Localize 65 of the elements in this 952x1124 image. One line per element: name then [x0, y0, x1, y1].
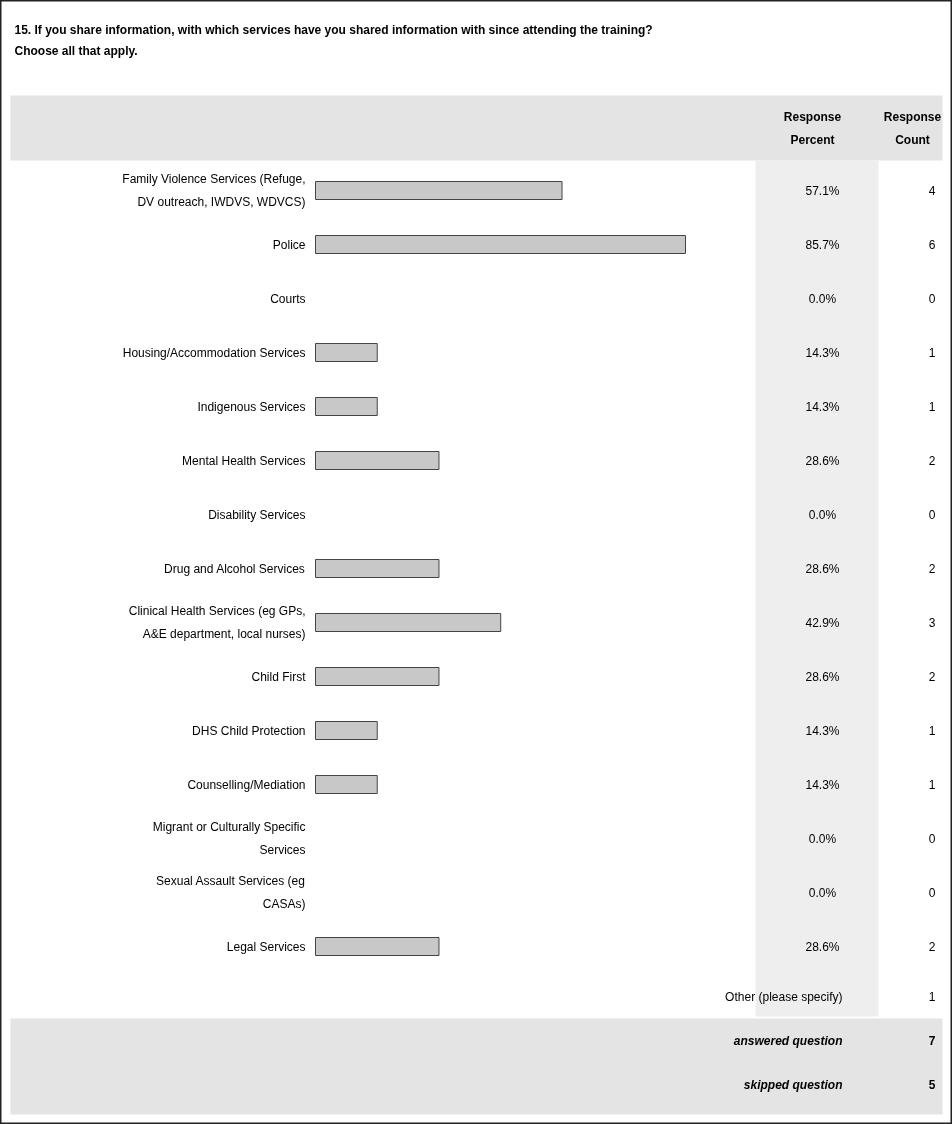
text: 0: [928, 886, 936, 900]
y-tick-label: Disability Services: [208, 507, 306, 522]
data-label: 0.0%: [808, 831, 837, 846]
y-tick-label: Mental Health Services: [182, 453, 306, 468]
data-label: 0.0%: [808, 291, 837, 306]
text: 0: [928, 832, 936, 846]
y-tick-label: Child First: [251, 669, 307, 684]
chart-title: 15. If you share information, with which services have you shared information with since attending the training? Choose all that apply.: [14, 22, 653, 58]
data-label: 28.6%: [805, 561, 840, 576]
data-label: 42.9%: [805, 615, 840, 630]
y-tick-label: Police: [272, 237, 306, 252]
data-label: 14.3%: [805, 345, 840, 360]
text: Response Percent: [783, 110, 842, 147]
text: 2: [928, 454, 936, 468]
text: 5: [928, 1078, 936, 1092]
text: 1: [928, 724, 936, 738]
text: 1: [928, 990, 936, 1004]
y-tick-label: Drug and Alcohol Services: [164, 561, 305, 576]
text: 4: [928, 184, 936, 198]
y-tick-label: Migrant or Culturally Specific Services: [152, 820, 306, 857]
bar: [315, 937, 440, 956]
data-label: 85.7%: [805, 237, 840, 252]
y-tick-label: Family Violence Services (Refuge, DV outreach, IWDVS, WDVCS): [122, 172, 306, 209]
bar: [315, 397, 378, 416]
bar: [315, 343, 378, 362]
y-tick-label: Legal Services: [226, 939, 306, 954]
bar: [315, 667, 440, 686]
data-label: 28.6%: [805, 669, 840, 684]
text: 2: [928, 940, 936, 954]
text: answered question: [733, 1033, 843, 1048]
data-label: 14.3%: [805, 723, 840, 738]
text: Other (please specify): [725, 989, 843, 1004]
y-tick-label: Indigenous Services: [197, 399, 306, 414]
text: 1: [928, 400, 936, 414]
bar: [315, 451, 440, 470]
y-tick-label: Clinical Health Services (eg GPs, A&E department, local nurses): [128, 604, 306, 641]
data-label: 28.6%: [805, 453, 840, 468]
text: 3: [928, 616, 936, 630]
text: 1: [928, 346, 936, 360]
y-tick-label: Counselling/Mediation: [187, 777, 306, 792]
y-tick-label: Housing/Accommodation Services: [122, 345, 306, 360]
text: Response Count: [883, 110, 942, 147]
bar: [315, 181, 563, 200]
bar: [315, 775, 378, 794]
text: 7: [928, 1034, 936, 1048]
data-label: 0.0%: [808, 507, 837, 522]
text: 2: [928, 670, 936, 684]
data-label: 57.1%: [805, 183, 840, 198]
text: 1: [928, 778, 936, 792]
data-label: 0.0%: [808, 885, 837, 900]
data-label: 14.3%: [805, 399, 840, 414]
text: 2: [928, 562, 936, 576]
y-tick-label: Sexual Assault Services (eg CASAs): [156, 874, 306, 911]
text: 0: [928, 508, 936, 522]
bar: [315, 559, 440, 578]
text: 0: [928, 292, 936, 306]
bar: [315, 721, 378, 740]
text: 6: [928, 238, 936, 252]
bar: [315, 235, 686, 254]
y-tick-label: Courts: [270, 291, 306, 306]
y-tick-label: DHS Child Protection: [192, 723, 306, 738]
text: skipped question: [743, 1077, 843, 1092]
data-label: 14.3%: [805, 777, 840, 792]
bar: [315, 613, 502, 632]
data-label: 28.6%: [805, 939, 840, 954]
